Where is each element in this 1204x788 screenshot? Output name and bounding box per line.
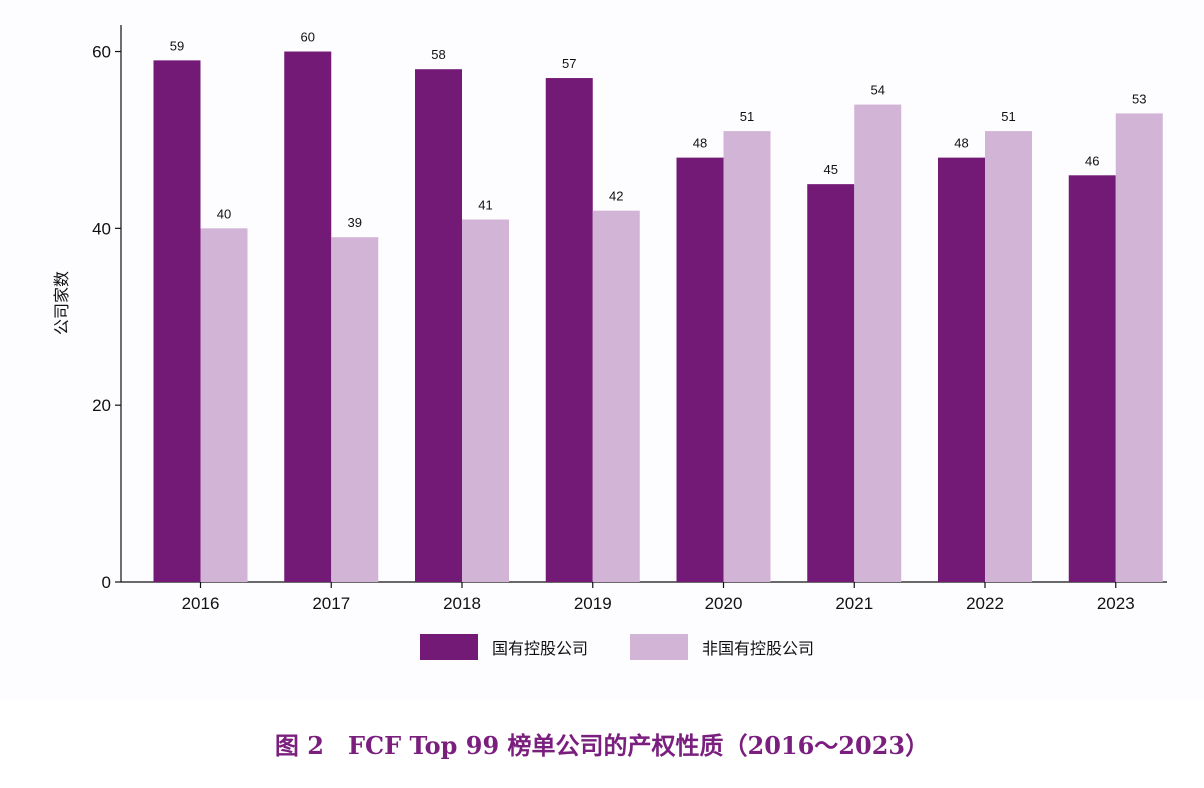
y-tick-label: 60 (92, 43, 111, 62)
x-tick-label: 2020 (705, 594, 743, 613)
legend-swatch-state-owned (420, 634, 478, 660)
chart-panel: 0 20 40 60 2016 2017 2018 2019 2020 2021 2022 2023 … (52, 25, 1167, 660)
bar-value-label: 45 (824, 162, 838, 177)
bar-value-label: 59 (170, 38, 184, 53)
bar-value-label: 51 (1001, 109, 1015, 124)
bar-value-label: 46 (1085, 153, 1099, 168)
bar (331, 237, 379, 582)
bar (462, 219, 509, 582)
bar (592, 210, 640, 582)
bar-value-label: 53 (1132, 91, 1146, 106)
bar-value-label: 51 (740, 109, 754, 124)
bar (1115, 113, 1163, 583)
axes: 0 20 40 60 2016 2017 2018 2019 2020 2021 2022 2023 (92, 25, 1167, 613)
legend-label-non-state-owned: 非国有控股公司 (702, 639, 815, 658)
y-tick-label: 20 (92, 396, 111, 415)
bar (284, 51, 332, 583)
bar (200, 228, 248, 582)
bar (415, 69, 462, 582)
bar-value-label: 39 (348, 215, 362, 230)
bar (807, 184, 855, 582)
bar-value-label: 58 (431, 47, 445, 62)
legend-label-state-owned: 国有控股公司 (492, 639, 589, 658)
legend: 国有控股公司 非国有控股公司 (420, 634, 856, 660)
bar (854, 104, 902, 583)
y-tick-label: 40 (92, 219, 111, 238)
bar-value-label: 54 (871, 83, 885, 98)
x-tick-label: 2023 (1097, 594, 1135, 613)
x-tick-label: 2019 (574, 594, 612, 613)
bar (153, 60, 201, 583)
bar (723, 131, 771, 582)
bar-value-label: 57 (562, 56, 576, 71)
y-axis-title: 公司家数 (52, 271, 71, 335)
figure-caption: 图 2 FCF Top 99 榜单公司的产权性质（2016～2023） (274, 731, 930, 760)
legend-item-state-owned: 国有控股公司 (420, 634, 588, 660)
data-labels: 59 40 60 39 58 41 57 42 48 51 45 54 48 51 46 53 (170, 30, 1147, 231)
bar (545, 78, 593, 583)
bar (676, 157, 724, 582)
x-tick-label: 2016 (182, 594, 220, 613)
bars (153, 51, 1163, 583)
bar-value-label: 40 (217, 206, 231, 221)
bar-value-label: 48 (693, 136, 707, 151)
bar-value-label: 60 (301, 30, 315, 45)
y-tick-label: 0 (102, 573, 111, 592)
bar-value-label: 48 (954, 136, 968, 151)
bar (985, 131, 1032, 582)
legend-swatch-non-state-owned (630, 634, 689, 660)
bar-value-label: 41 (478, 198, 492, 213)
bar (1068, 175, 1116, 583)
bar (938, 157, 985, 582)
x-tick-label: 2017 (312, 594, 350, 613)
x-tick-label: 2022 (966, 594, 1004, 613)
x-tick-label: 2018 (443, 594, 481, 613)
x-tick-label: 2021 (835, 594, 873, 613)
legend-item-non-state-owned: 非国有控股公司 (630, 634, 814, 660)
bar-value-label: 42 (609, 189, 623, 204)
